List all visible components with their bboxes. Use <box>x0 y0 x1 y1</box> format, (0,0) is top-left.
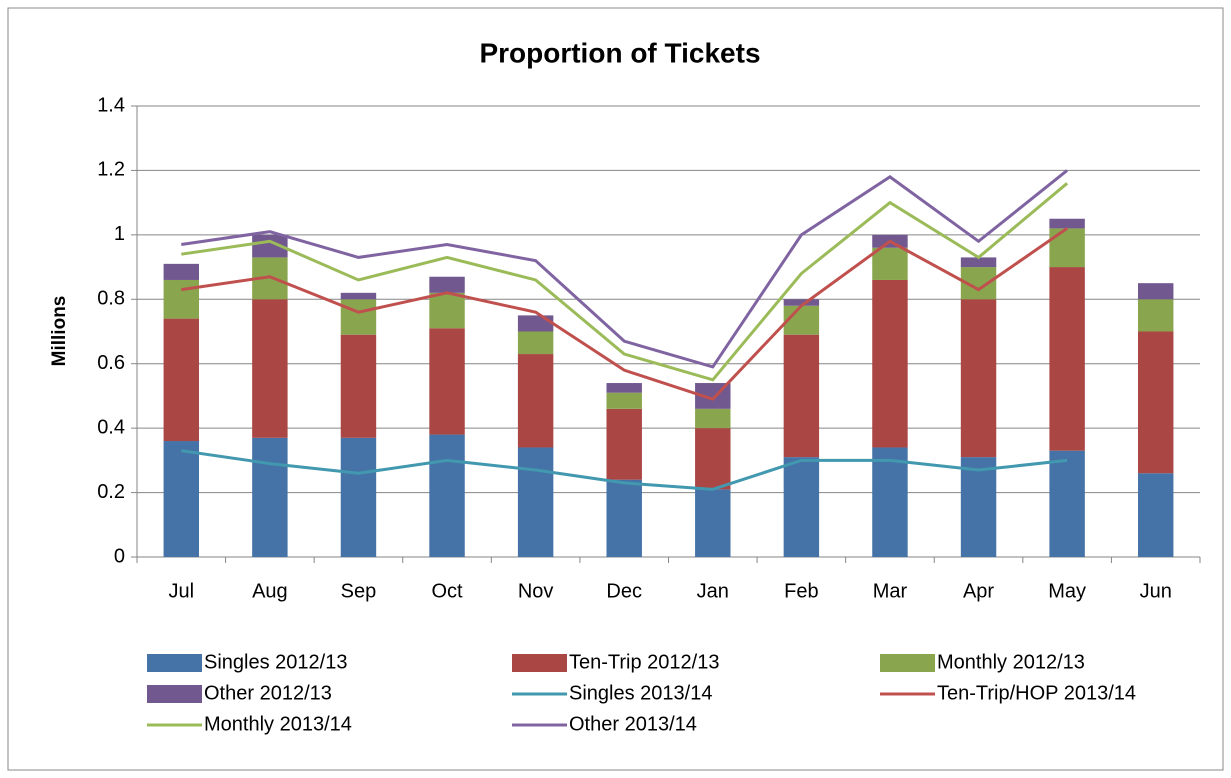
line <box>181 169 1069 369</box>
bar <box>1137 473 1174 557</box>
legend-label: Monthly 2013/14 <box>204 713 352 735</box>
bar <box>252 299 288 438</box>
bar <box>252 234 288 258</box>
bar <box>429 276 465 293</box>
legend-label: Other 2012/13 <box>204 682 332 704</box>
x-tick-label: Feb <box>784 580 818 602</box>
bar <box>517 331 554 355</box>
y-tick-label: 0.6 <box>97 352 125 374</box>
bar <box>606 408 642 480</box>
bar <box>606 392 642 409</box>
bar <box>872 247 908 280</box>
x-tick-label: Aug <box>252 580 288 602</box>
x-tick-label: May <box>1048 580 1086 602</box>
x-tick-label: Nov <box>518 580 554 602</box>
legend-label: Monthly 2012/13 <box>937 651 1085 673</box>
line <box>181 182 1069 382</box>
bar <box>163 263 200 280</box>
x-tick-label: Sep <box>341 580 377 602</box>
y-tick-label: 1.2 <box>97 159 125 181</box>
bar <box>429 434 465 557</box>
bar <box>783 457 820 557</box>
bar <box>163 279 200 319</box>
bar <box>695 489 731 557</box>
bar <box>1049 267 1085 451</box>
bar <box>340 299 377 335</box>
bar <box>1049 228 1085 268</box>
bar <box>517 447 554 557</box>
bar <box>695 428 731 490</box>
legend-label: Singles 2012/13 <box>204 651 347 673</box>
y-axis-label: Millions <box>49 296 70 367</box>
bar <box>606 383 642 393</box>
legend-swatch <box>512 654 567 672</box>
legend-label: Ten-Trip/HOP 2013/14 <box>937 682 1136 704</box>
x-tick-label: Apr <box>963 580 994 602</box>
bar <box>695 408 731 429</box>
line <box>181 227 1068 401</box>
y-tick-label: 0.2 <box>97 481 125 503</box>
bar <box>429 292 465 329</box>
y-tick-label: 1 <box>114 223 125 245</box>
x-tick-label: Oct <box>431 580 463 602</box>
bar <box>340 292 377 300</box>
bar <box>783 334 820 458</box>
x-tick-label: Jul <box>169 580 195 602</box>
bar <box>340 334 377 438</box>
y-tick-label: 0 <box>114 545 125 567</box>
y-tick-label: 0.8 <box>97 288 125 310</box>
y-tick-label: 1.4 <box>97 94 125 116</box>
bar <box>872 447 908 557</box>
legend-swatch <box>147 654 202 672</box>
bar <box>163 441 200 557</box>
x-tick-label: Dec <box>606 580 642 602</box>
bar <box>340 437 377 557</box>
x-tick-label: Jun <box>1140 580 1172 602</box>
legend-swatch <box>880 654 935 672</box>
bar <box>163 318 200 442</box>
line <box>181 449 1068 491</box>
legend-swatch <box>147 685 202 703</box>
bar <box>1137 331 1174 474</box>
bar <box>517 354 554 448</box>
bar <box>517 315 554 332</box>
bar <box>783 299 820 306</box>
y-tick-label: 0.4 <box>97 416 125 438</box>
chart-title: Proportion of Tickets <box>479 37 760 68</box>
bar <box>429 328 465 435</box>
legend-label: Ten-Trip 2012/13 <box>569 651 719 673</box>
legend-label: Singles 2013/14 <box>569 682 712 704</box>
bar <box>606 479 642 557</box>
bar <box>1049 218 1085 229</box>
bar <box>872 279 908 448</box>
bar <box>1049 450 1085 557</box>
bar <box>1137 299 1174 332</box>
bar <box>960 457 997 557</box>
bar <box>252 437 288 557</box>
bar <box>960 299 997 458</box>
legend-label: Other 2013/14 <box>569 713 697 735</box>
x-tick-label: Mar <box>873 580 908 602</box>
bar <box>960 257 997 268</box>
bar <box>1137 283 1174 300</box>
x-tick-label: Jan <box>697 580 729 602</box>
